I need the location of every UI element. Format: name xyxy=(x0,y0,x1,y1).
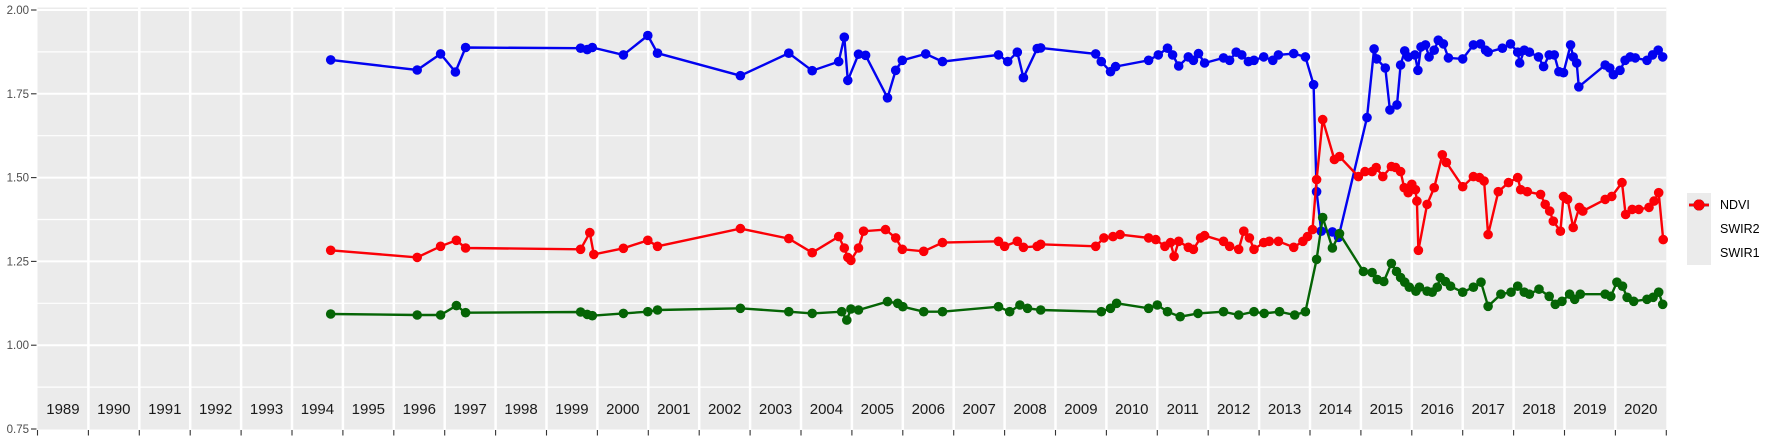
y-axis-labels: 2.00 1.75 1.50 1.25 1.00 0.75 xyxy=(7,5,29,436)
svg-text:2014: 2014 xyxy=(1319,401,1352,418)
svg-text:2012: 2012 xyxy=(1217,401,1250,418)
svg-text:2015: 2015 xyxy=(1370,401,1403,418)
svg-text:2002: 2002 xyxy=(708,401,741,418)
svg-text:1996: 1996 xyxy=(403,401,436,418)
legend-key-swir1 xyxy=(1687,199,1711,265)
svg-text:1995: 1995 xyxy=(352,401,385,418)
series-NDVI xyxy=(325,30,1668,243)
svg-text:2011: 2011 xyxy=(1167,401,1199,418)
svg-text:2007: 2007 xyxy=(962,401,995,418)
chart-legend: NDVI SWIR2 SWIR1 xyxy=(1687,193,1760,265)
svg-text:2004: 2004 xyxy=(810,401,843,418)
year-labels: 1989 1990 1991 1992 1993 1994 1995 1996 1997 1998… xyxy=(46,401,1657,418)
svg-text:2013: 2013 xyxy=(1268,401,1301,418)
svg-text:1.00: 1.00 xyxy=(7,340,29,352)
svg-text:1991: 1991 xyxy=(148,401,181,418)
svg-text:2018: 2018 xyxy=(1522,401,1555,418)
svg-text:2008: 2008 xyxy=(1013,401,1046,418)
svg-text:2017: 2017 xyxy=(1471,401,1504,418)
legend-label-swir1: SWIR1 xyxy=(1720,246,1760,260)
legend-item-swir2: SWIR2 xyxy=(1687,199,1760,241)
svg-text:2019: 2019 xyxy=(1573,401,1606,418)
legend-item-swir1: SWIR1 xyxy=(1687,199,1760,265)
svg-text:2003: 2003 xyxy=(759,401,792,418)
svg-text:2.00: 2.00 xyxy=(7,5,29,17)
svg-text:1993: 1993 xyxy=(250,401,283,418)
series-SWIR2 xyxy=(325,212,1668,325)
svg-text:1.25: 1.25 xyxy=(7,256,29,268)
svg-text:1994: 1994 xyxy=(301,401,334,418)
gridlines xyxy=(37,7,1667,430)
svg-text:2010: 2010 xyxy=(1115,401,1148,418)
svg-text:1989: 1989 xyxy=(46,401,79,418)
svg-text:1999: 1999 xyxy=(555,401,588,418)
svg-text:0.75: 0.75 xyxy=(7,424,29,436)
svg-text:1992: 1992 xyxy=(199,401,232,418)
legend-key-swir2 xyxy=(1687,199,1711,241)
svg-text:1997: 1997 xyxy=(453,401,486,418)
series-SWIR1 xyxy=(325,114,1668,266)
legend-label-swir2: SWIR2 xyxy=(1720,222,1760,236)
legend-label-ndvi: NDVI xyxy=(1720,198,1750,212)
svg-text:2020: 2020 xyxy=(1624,401,1657,418)
axis-ticks xyxy=(31,9,1667,436)
svg-text:1.75: 1.75 xyxy=(7,89,29,101)
svg-text:2016: 2016 xyxy=(1421,401,1454,418)
svg-text:2005: 2005 xyxy=(861,401,894,418)
svg-text:2006: 2006 xyxy=(912,401,945,418)
svg-text:2009: 2009 xyxy=(1064,401,1097,418)
svg-text:1990: 1990 xyxy=(97,401,130,418)
svg-text:1.50: 1.50 xyxy=(7,173,29,185)
svg-text:1998: 1998 xyxy=(504,401,537,418)
svg-text:2000: 2000 xyxy=(606,401,639,418)
svg-text:2001: 2001 xyxy=(657,401,690,418)
